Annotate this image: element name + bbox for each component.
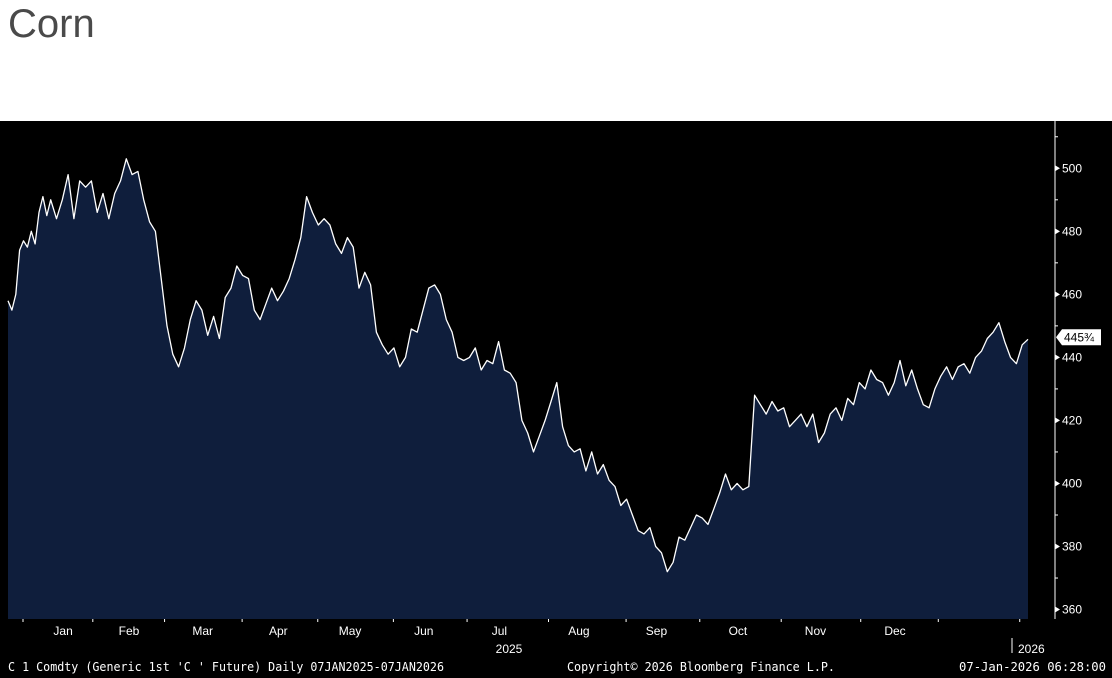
x-tick-label: Oct xyxy=(729,624,748,638)
last-value-flag xyxy=(1056,329,1101,346)
plot-layer xyxy=(7,158,1029,620)
year-label: 2026 xyxy=(1018,642,1045,656)
y-tick-marker xyxy=(1055,291,1060,298)
y-tick-label: 480 xyxy=(1062,224,1082,238)
y-tick-marker xyxy=(1055,228,1060,235)
x-tick-label: Sep xyxy=(646,624,668,638)
y-tick-label: 420 xyxy=(1062,413,1082,427)
y-tick-label: 380 xyxy=(1062,540,1082,554)
x-axis: Jan Feb Mar Apr May Jun Jul Aug Sep Oct Nov Dec 2025… xyxy=(22,619,1045,656)
x-tick-label: Jan xyxy=(53,624,72,638)
x-tick-label: Mar xyxy=(192,624,213,638)
price-area xyxy=(8,158,1028,620)
y-tick-marker xyxy=(1055,606,1060,613)
page-title: Corn xyxy=(8,2,95,46)
x-tick-label: Dec xyxy=(884,624,905,638)
price-line xyxy=(7,158,1029,573)
year-label: 2025 xyxy=(496,642,523,656)
y-axis: 360 380 400 420 440 460 480 500 445¾ xyxy=(1054,121,1101,619)
y-tick-marker xyxy=(1055,354,1060,361)
y-tick-marker xyxy=(1055,165,1060,172)
chart-panel: 360 380 400 420 440 460 480 500 445¾ Jan Feb Mar Ap… xyxy=(0,121,1112,678)
footer-left: C 1 Comdty (Generic 1st 'C ' Future) Dai… xyxy=(8,660,444,674)
last-value-label: 445¾ xyxy=(1064,330,1095,344)
x-tick-label: Jul xyxy=(492,624,507,638)
y-tick-marker xyxy=(1055,480,1060,487)
y-tick-marker xyxy=(1055,543,1060,550)
y-tick-marker xyxy=(1055,417,1060,424)
y-tick-label: 460 xyxy=(1062,287,1082,301)
x-tick-label: Aug xyxy=(568,624,589,638)
footer-right: 07-Jan-2026 06:28:00 xyxy=(959,660,1106,674)
x-tick-label: Jun xyxy=(414,624,433,638)
x-tick-label: Feb xyxy=(119,624,140,638)
footer: C 1 Comdty (Generic 1st 'C ' Future) Dai… xyxy=(8,660,1106,674)
x-tick-label: May xyxy=(339,624,362,638)
x-tick-label: Apr xyxy=(269,624,288,638)
price-chart: 360 380 400 420 440 460 480 500 445¾ Jan Feb Mar Ap… xyxy=(7,121,1106,674)
y-tick-label: 360 xyxy=(1062,603,1082,617)
y-tick-label: 500 xyxy=(1062,161,1082,175)
x-tick-label: Nov xyxy=(805,624,826,638)
footer-center: Copyright© 2026 Bloomberg Finance L.P. xyxy=(567,660,835,674)
y-tick-label: 400 xyxy=(1062,476,1082,490)
y-tick-label: 440 xyxy=(1062,350,1082,364)
